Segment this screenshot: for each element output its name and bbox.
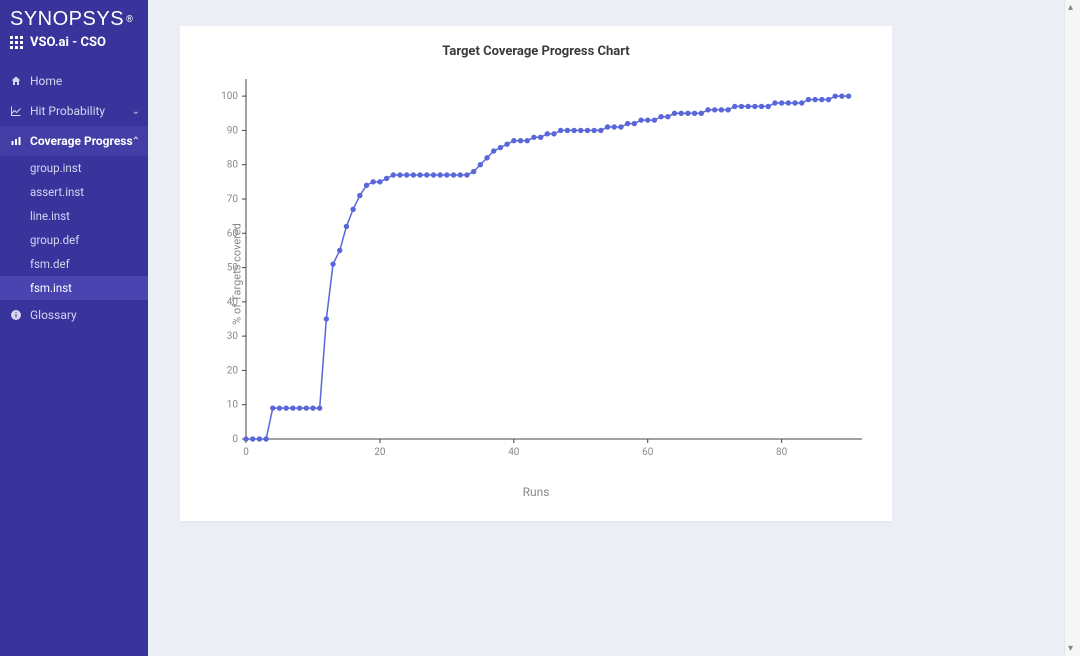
nav: Home Hit Probability ⌄ Coverage Progress… <box>0 66 148 330</box>
chevron-down-icon: ⌄ <box>132 106 140 117</box>
nav-hit-probability[interactable]: Hit Probability ⌄ <box>0 96 148 126</box>
brand-subtitle-row: VSO.ai - CSO <box>10 35 138 50</box>
scrollbar[interactable]: ▴ ▾ <box>1064 0 1080 656</box>
svg-text:70: 70 <box>227 194 239 205</box>
svg-text:80: 80 <box>227 160 239 171</box>
coverage-subnav: group.instassert.instline.instgroup.deff… <box>0 156 148 300</box>
svg-text:90: 90 <box>227 125 239 136</box>
svg-text:100: 100 <box>221 91 238 102</box>
chevron-up-icon: ⌃ <box>132 136 140 147</box>
sidebar: SYNOPSYS ® VSO.ai - CSO Home Hit Probabi… <box>0 0 148 656</box>
sidebar-subitem[interactable]: assert.inst <box>0 180 148 204</box>
svg-text:20: 20 <box>374 447 386 458</box>
nav-hit-probability-label: Hit Probability <box>30 104 105 118</box>
svg-text:20: 20 <box>227 365 239 376</box>
nav-home-label: Home <box>30 74 62 88</box>
sidebar-subitem[interactable]: group.inst <box>0 156 148 180</box>
nav-glossary-label: Glossary <box>30 308 77 322</box>
chart-wrap: % of Targets covered 0102030405060708090… <box>190 69 882 479</box>
sidebar-subitem[interactable]: fsm.def <box>0 252 148 276</box>
info-icon <box>10 309 24 321</box>
svg-text:60: 60 <box>642 447 654 458</box>
registered-mark: ® <box>126 15 134 25</box>
sidebar-subitem[interactable]: fsm.inst <box>0 276 148 300</box>
nav-glossary[interactable]: Glossary <box>0 300 148 330</box>
x-axis-label: Runs <box>190 485 882 499</box>
home-icon <box>10 75 24 87</box>
grid-icon <box>10 36 24 50</box>
svg-text:80: 80 <box>776 447 788 458</box>
chart-bar-icon <box>10 135 24 147</box>
svg-text:0: 0 <box>232 434 238 445</box>
brand-block: SYNOPSYS ® VSO.ai - CSO <box>0 0 148 56</box>
brand-logo: SYNOPSYS ® <box>10 8 138 31</box>
chart-svg: 0102030405060708090100020406080 <box>190 69 882 469</box>
brand-name: SYNOPSYS <box>10 8 124 31</box>
sidebar-subitem[interactable]: line.inst <box>0 204 148 228</box>
chart-card: Target Coverage Progress Chart % of Targ… <box>180 26 892 521</box>
main-area: Target Coverage Progress Chart % of Targ… <box>148 0 1080 656</box>
scroll-up-icon[interactable]: ▴ <box>1068 2 1073 13</box>
svg-text:30: 30 <box>227 331 239 342</box>
chart-line-icon <box>10 105 24 117</box>
nav-home[interactable]: Home <box>0 66 148 96</box>
y-axis-label: % of Targets covered <box>230 223 243 325</box>
scroll-down-icon[interactable]: ▾ <box>1068 643 1073 654</box>
svg-text:10: 10 <box>227 400 239 411</box>
svg-text:40: 40 <box>508 447 520 458</box>
sidebar-subitem[interactable]: group.def <box>0 228 148 252</box>
nav-coverage-progress-label: Coverage Progress <box>30 134 133 148</box>
brand-subtitle: VSO.ai - CSO <box>30 35 106 50</box>
svg-text:0: 0 <box>243 447 249 458</box>
nav-coverage-progress[interactable]: Coverage Progress ⌃ <box>0 126 148 156</box>
chart-title: Target Coverage Progress Chart <box>190 44 882 59</box>
